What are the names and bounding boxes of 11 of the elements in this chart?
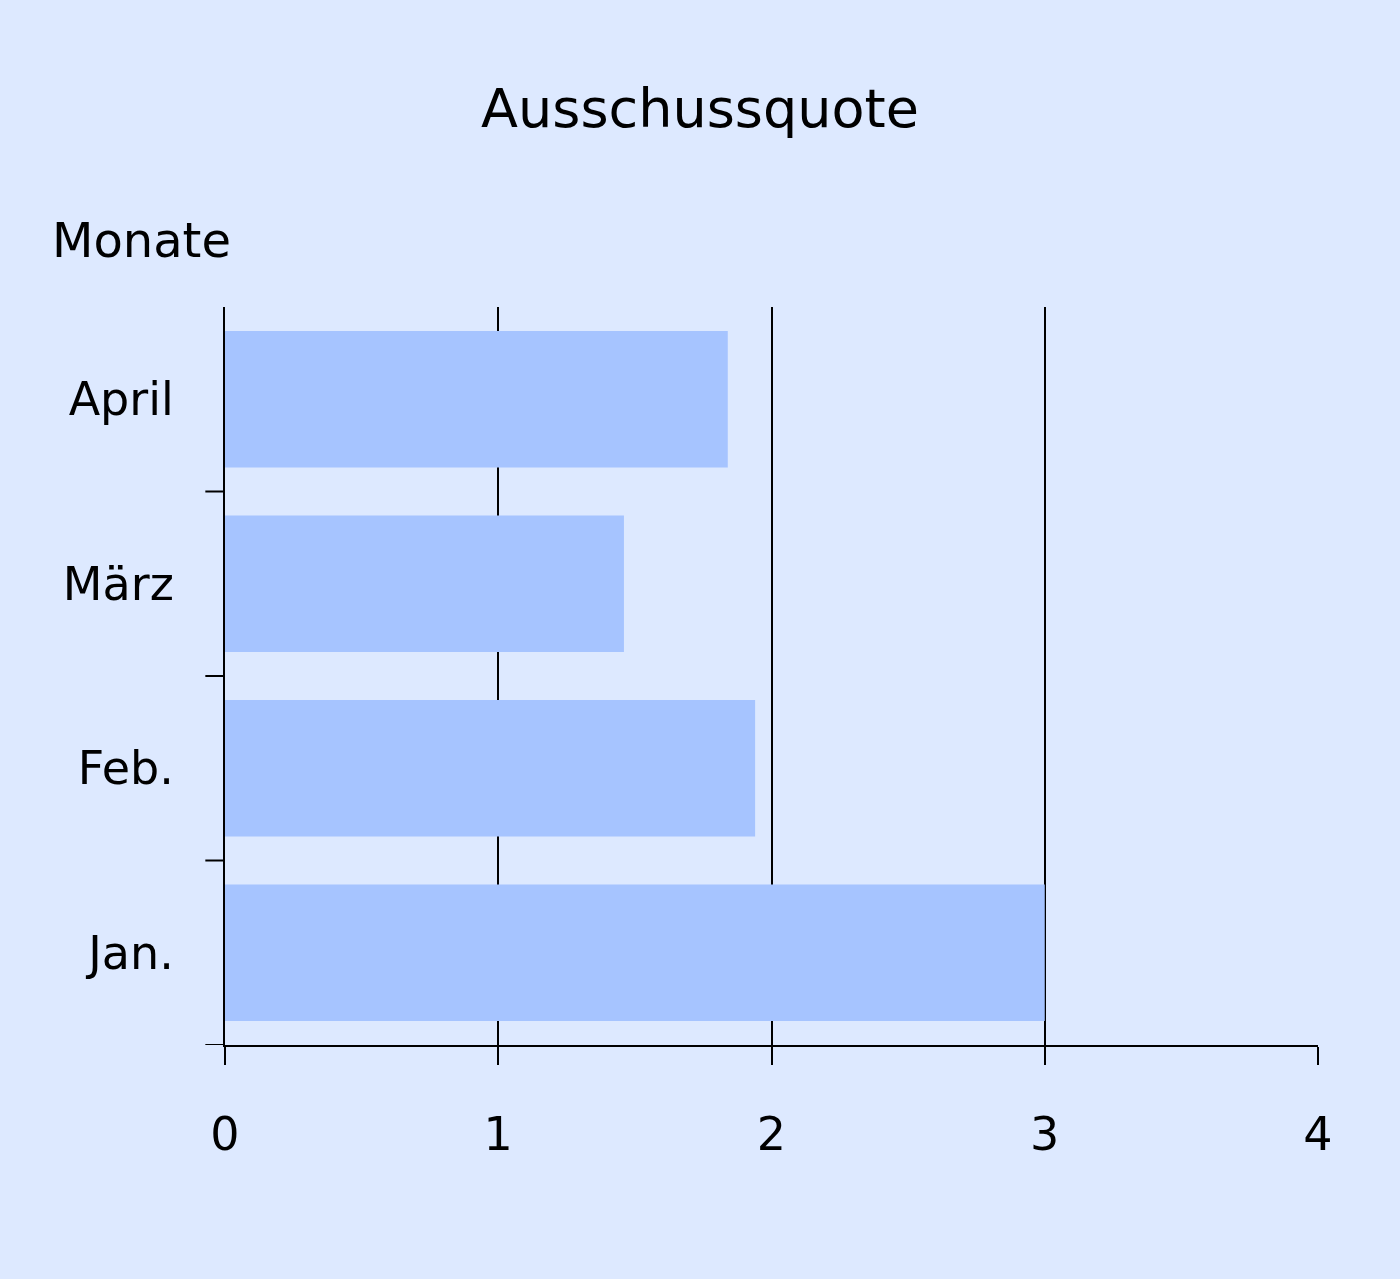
chart-title: Ausschussquote — [481, 77, 919, 141]
y-tick-label: März — [62, 556, 174, 611]
x-tick-label: 2 — [756, 1107, 787, 1162]
y-tick-label: Feb. — [77, 741, 174, 796]
y-axis-title: Monate — [52, 212, 231, 268]
x-tick-label: 4 — [1303, 1107, 1333, 1162]
y-tick-label: Jan. — [85, 925, 174, 980]
x-tick-label: 1 — [483, 1107, 513, 1162]
y-tick-label: April — [68, 372, 174, 427]
x-tick-label: 0 — [210, 1107, 240, 1162]
x-tick-label: 3 — [1030, 1107, 1060, 1162]
